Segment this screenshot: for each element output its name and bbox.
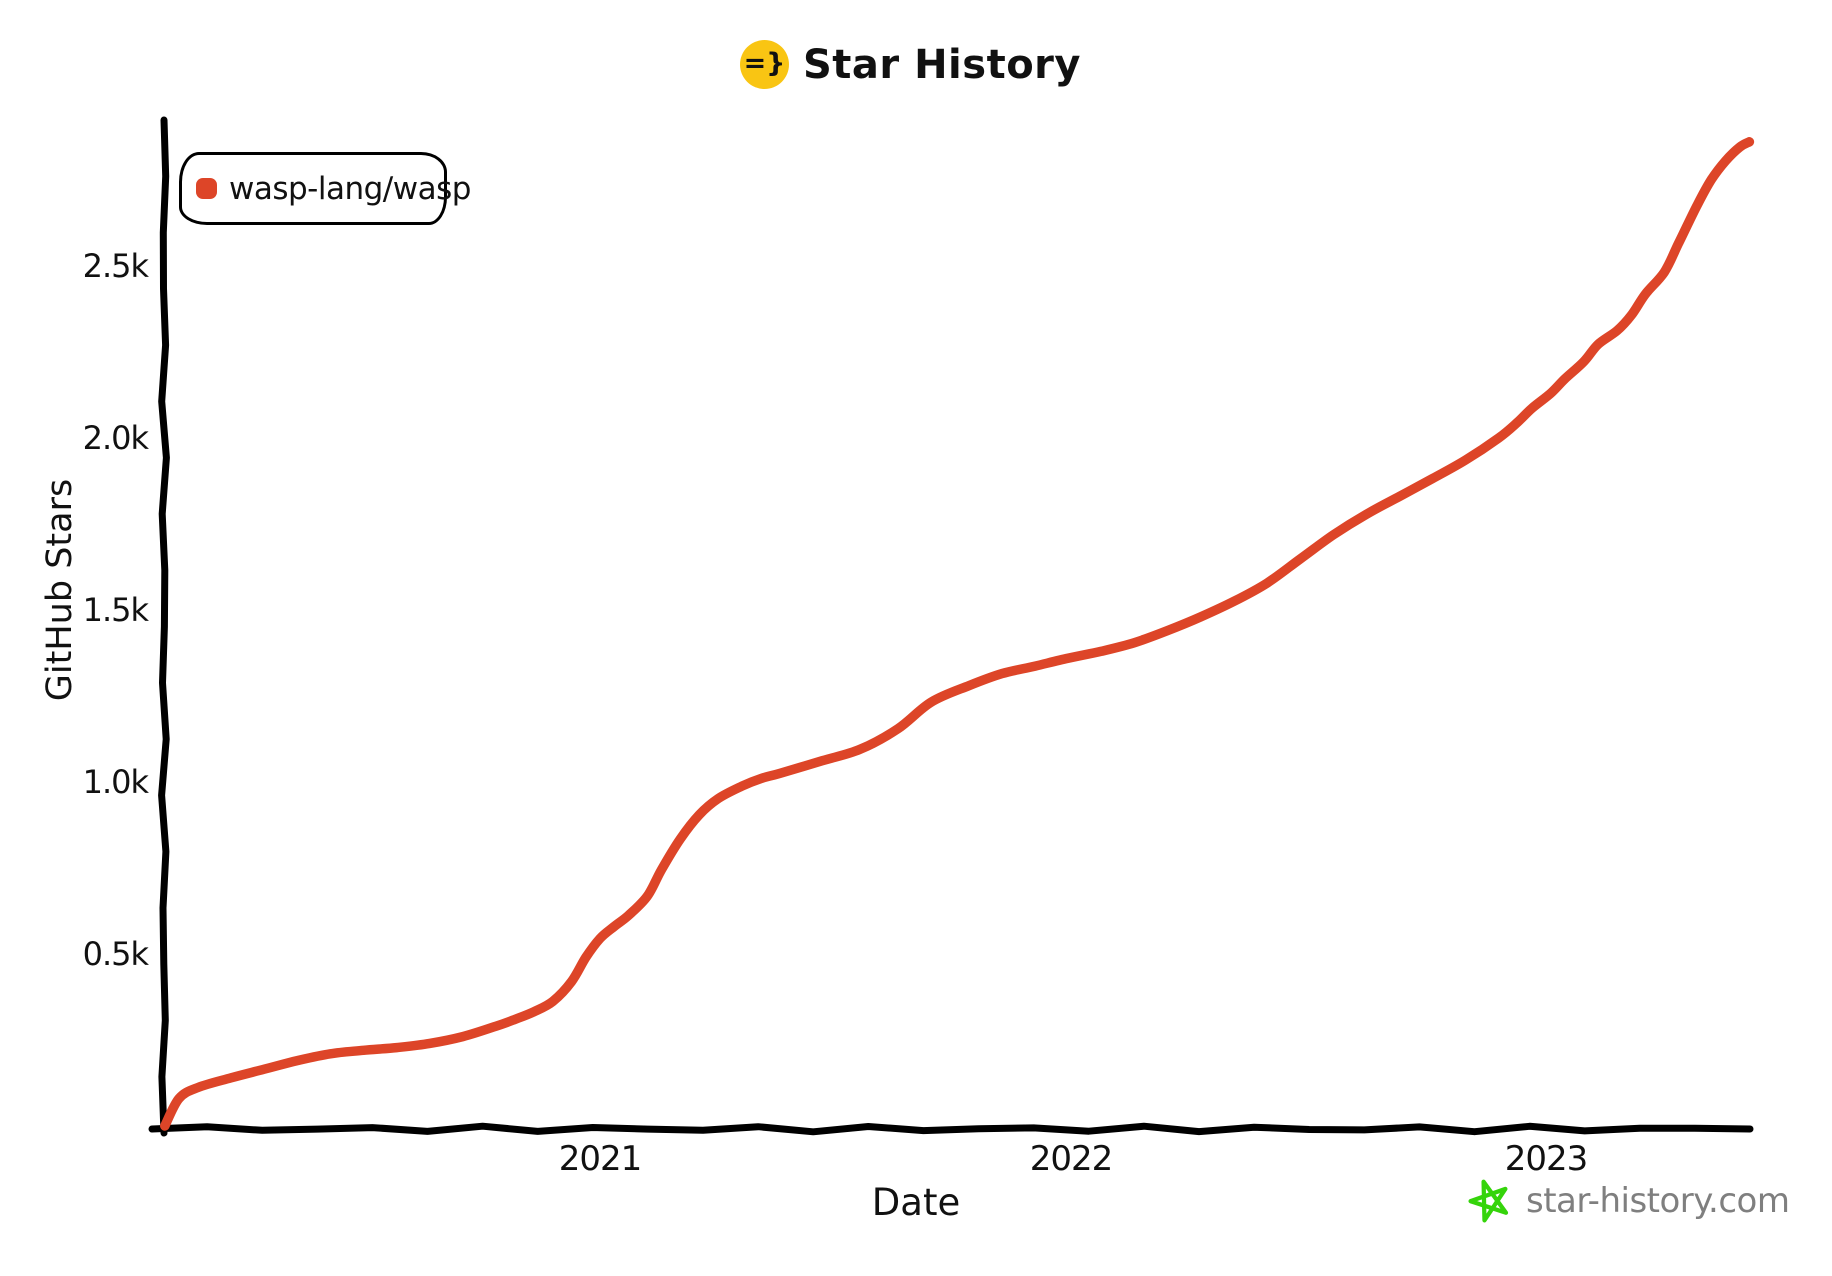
y-tick-2000: 2.0k [82, 419, 149, 457]
x-tick-2023: 2023 [1504, 1139, 1589, 1179]
y-tick-2500: 2.5k [82, 247, 149, 285]
chart-title-block: =} Star History [740, 40, 1081, 89]
series-marker-icon [196, 178, 217, 199]
site-watermark: star-history.com [1466, 1176, 1790, 1226]
star-history-logo-icon: =} [740, 40, 789, 89]
page-title: Star History [803, 41, 1081, 88]
y-tick-1500: 1.5k [82, 591, 149, 629]
x-axis-label: Date [871, 1181, 961, 1224]
logo-glyph: =} [743, 47, 786, 79]
x-tick-2022: 2022 [1029, 1139, 1114, 1179]
green-star-icon [1468, 1179, 1509, 1223]
x-tick-2021: 2021 [558, 1139, 643, 1179]
y-tick-500: 0.5k [82, 935, 149, 973]
site-url: star-history.com [1526, 1181, 1790, 1221]
legend: wasp-lang/wasp [179, 152, 471, 225]
y-tick-1000: 1.0k [82, 763, 149, 801]
series-label: wasp-lang/wasp [229, 170, 471, 207]
